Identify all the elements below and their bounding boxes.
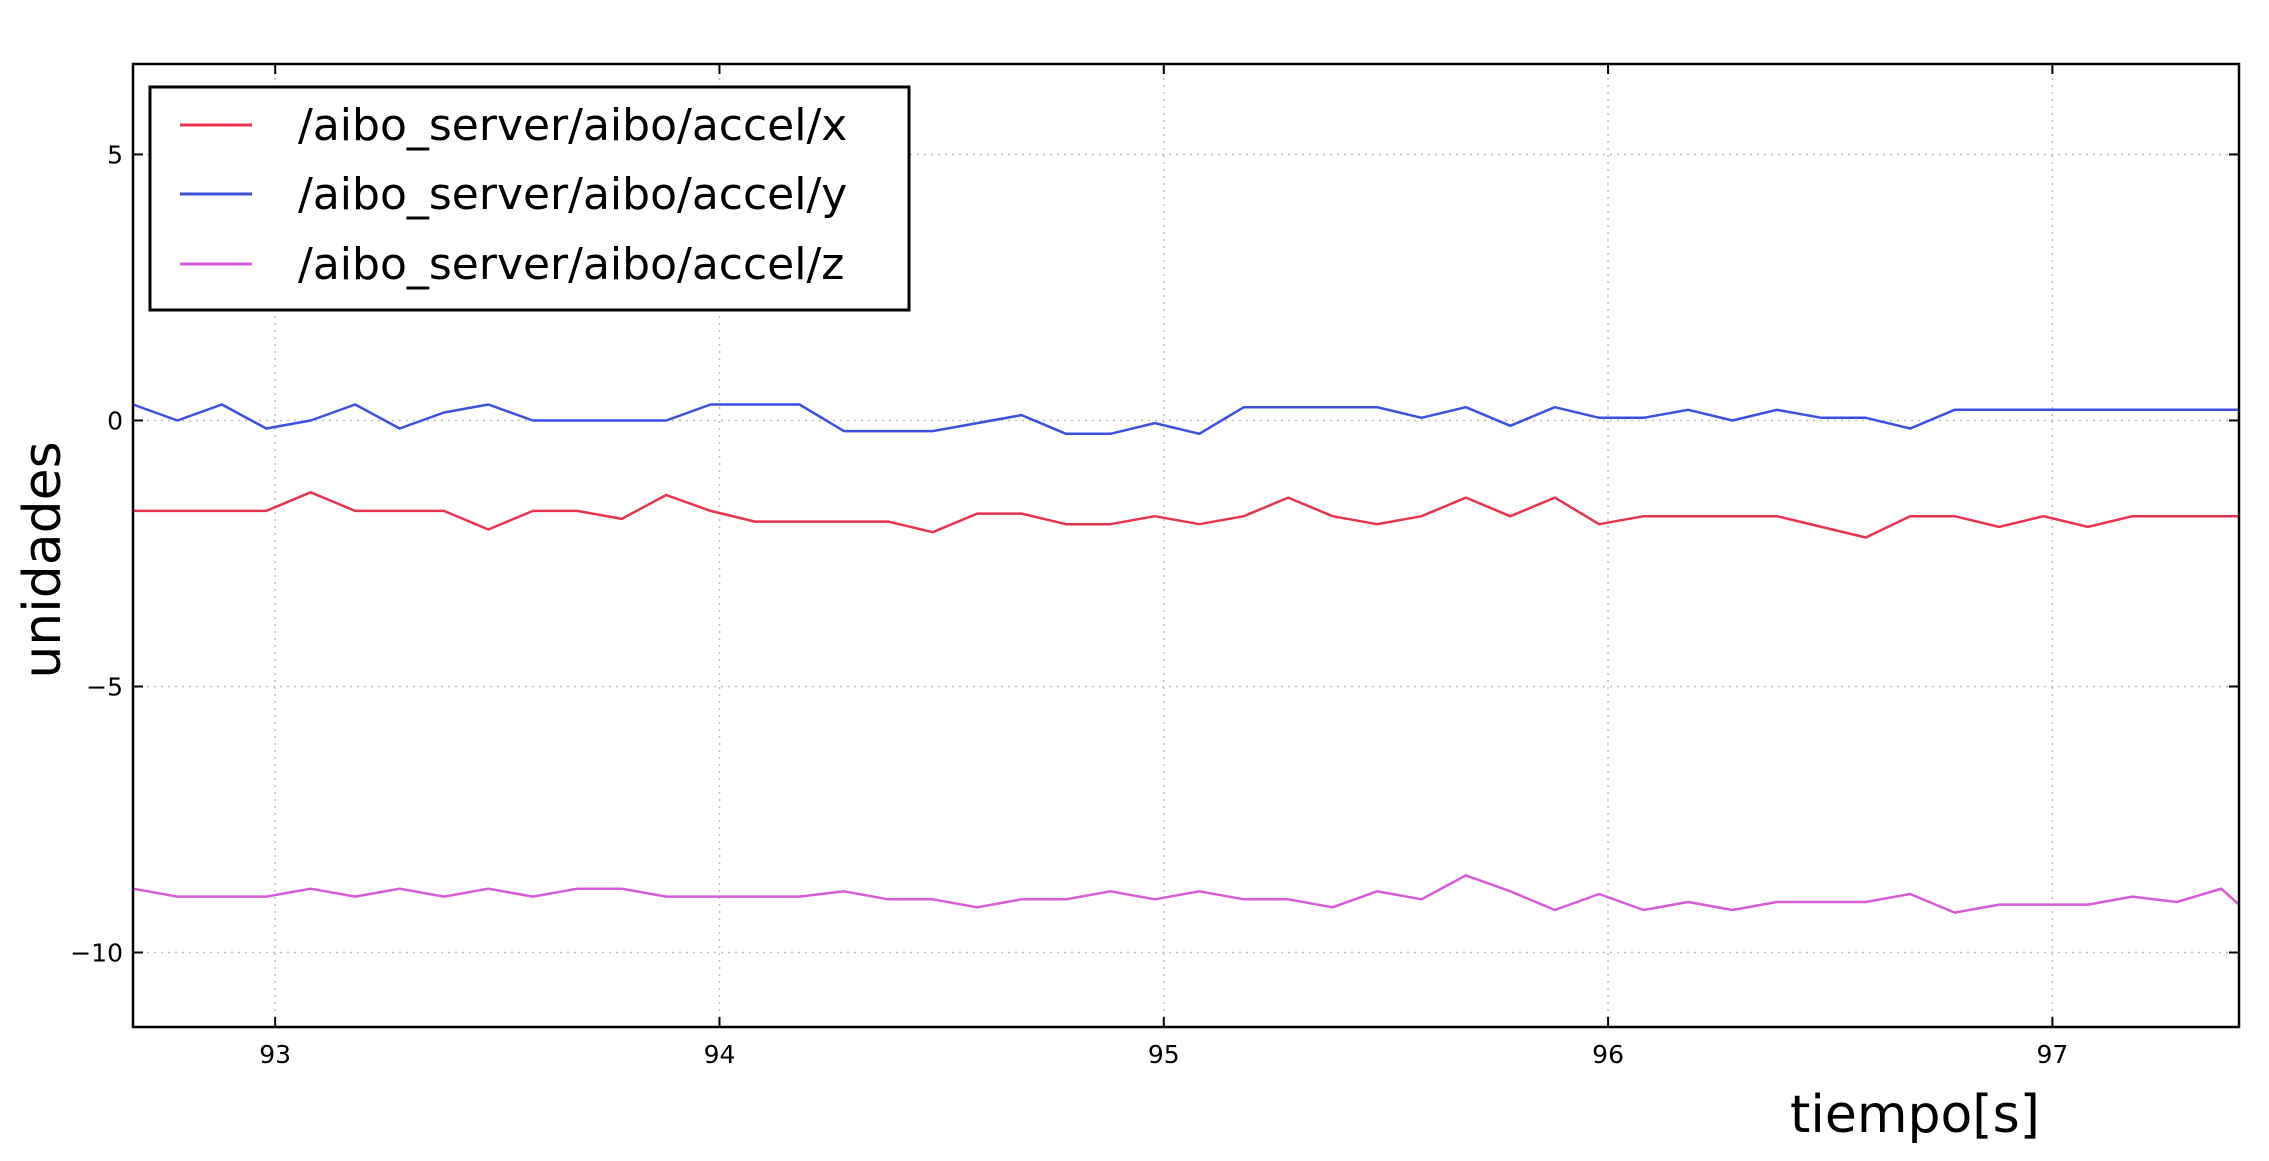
- series-lines: [132, 403, 2240, 914]
- series-line-accel-z: [132, 874, 2240, 914]
- x-tick-label: 94: [704, 1040, 736, 1069]
- x-tick-label: 96: [1592, 1040, 1624, 1069]
- y-axis-label: unidades: [13, 441, 73, 678]
- y-tick-label: −10: [70, 939, 123, 968]
- legend: /aibo_server/aibo/accel/x /aibo_server/a…: [148, 85, 911, 312]
- legend-box: [148, 85, 911, 312]
- x-tick-label: 93: [259, 1040, 291, 1069]
- axis-ticks: 93 94 95 96 97 5 0 −5 −10: [70, 64, 2239, 1069]
- x-axis-label: tiempo[s]: [1790, 1085, 2040, 1145]
- series-line-accel-y: [132, 403, 2239, 436]
- plot-frame: [131, 62, 2241, 1029]
- series-line-accel-x: [133, 491, 2239, 539]
- legend-label-accel-x: /aibo_server/aibo/accel/x: [298, 100, 847, 151]
- legend-label-accel-y: /aibo_server/aibo/accel/y: [298, 169, 847, 220]
- y-tick-label: −5: [86, 672, 123, 701]
- y-tick-label: 0: [107, 406, 123, 435]
- legend-label-accel-z: /aibo_server/aibo/accel/z: [298, 239, 844, 290]
- x-tick-label: 95: [1148, 1040, 1180, 1069]
- y-tick-label: 5: [107, 140, 123, 169]
- x-tick-label: 97: [2036, 1040, 2068, 1069]
